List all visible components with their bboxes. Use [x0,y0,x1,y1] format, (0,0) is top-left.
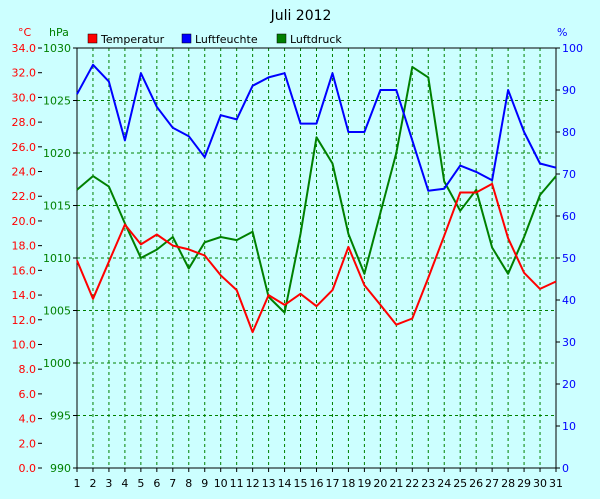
humidity-tick-label: 20 [562,378,576,391]
series-line-humidity [76,63,557,192]
series-layer [76,63,557,334]
pressure-unit-label: hPa [49,26,69,39]
x-tick-label: 17 [325,477,339,490]
x-tick-label: 27 [485,477,499,490]
humidity-tick-label: 80 [562,126,576,139]
x-tick-label: 12 [246,477,260,490]
x-tick-label: 25 [453,477,467,490]
humidity-tick-label: 0 [562,462,569,475]
x-tick-label: 5 [137,477,144,490]
humidity-tick-label: 10 [562,420,576,433]
x-tick-label: 14 [278,477,292,490]
temperature-tick-label: 8.0 [19,363,37,376]
temperature-tick-label: 30.0 [12,91,37,104]
temperature-tick-label: 10.0 [12,338,37,351]
x-tick-label: 29 [517,477,531,490]
pressure-tick-label: 1015 [43,200,71,213]
temperature-tick-label: 14.0 [12,289,37,302]
x-tick-label: 31 [549,477,563,490]
x-tick-label: 18 [341,477,355,490]
pressure-tick-label: 1030 [43,42,71,55]
legend-swatch-temperature [87,33,98,44]
x-tick-label: 7 [169,477,176,490]
humidity-tick-label: 90 [562,84,576,97]
humidity-tick-label: 50 [562,252,576,265]
legend-label-humidity: Luftfeuchte [195,33,258,46]
humidity-tick-label: 100 [562,42,583,55]
x-tick-label: 30 [533,477,547,490]
x-tick-label: 19 [357,477,371,490]
x-tick-label: 1 [74,477,81,490]
temperature-tick-label: 0.0 [19,462,37,475]
x-tick-label: 16 [310,477,324,490]
pressure-tick-label: 990 [50,462,71,475]
temperature-tick-label: 18.0 [12,240,37,253]
pressure-tick-label: 1020 [43,147,71,160]
temperature-unit-label: °C [18,26,32,39]
pressure-tick-label: 1005 [43,305,71,318]
temperature-tick-label: 6.0 [19,388,37,401]
temperature-tick-label: 22.0 [12,190,37,203]
humidity-tick-label: 60 [562,210,576,223]
series-line-temperature [76,182,557,334]
legend-swatch-pressure [276,33,287,44]
pressure-tick-label: 995 [50,410,71,423]
x-tick-label: 20 [373,477,387,490]
temperature-tick-label: 4.0 [19,413,37,426]
x-tick-label: 28 [501,477,515,490]
legend-swatch-humidity [181,33,192,44]
temperature-tick-label: 28.0 [12,116,37,129]
series-line-pressure [76,65,557,314]
humidity-tick-label: 30 [562,336,576,349]
x-tick-label: 21 [389,477,403,490]
temperature-tick-label: 16.0 [12,264,37,277]
x-tick-label: 23 [421,477,435,490]
x-tick-label: 24 [437,477,451,490]
humidity-tick-label: 70 [562,168,576,181]
x-tick-label: 8 [185,477,192,490]
x-tick-label: 4 [121,477,128,490]
x-tick-label: 15 [294,477,308,490]
pressure-tick-label: 1010 [43,252,71,265]
x-tick-label: 2 [89,477,96,490]
x-tick-label: 3 [105,477,112,490]
temperature-tick-label: 26.0 [12,141,37,154]
legend-label-temperature: Temperatur [100,33,165,46]
temperature-tick-label: 24.0 [12,166,37,179]
x-tick-label: 22 [405,477,419,490]
x-tick-label: 11 [230,477,244,490]
x-tick-label: 9 [201,477,208,490]
humidity-tick-label: 40 [562,294,576,307]
x-tick-label: 13 [262,477,276,490]
x-tick-label: 10 [214,477,228,490]
chart-title: Juli 2012 [270,8,332,24]
legend-label-pressure: Luftdruck [290,33,342,46]
temperature-tick-label: 2.0 [19,437,37,450]
temperature-tick-label: 32.0 [12,67,37,80]
temperature-tick-label: 20.0 [12,215,37,228]
grid-layer [77,48,556,468]
temperature-tick-label: 12.0 [12,314,37,327]
x-tick-label: 6 [153,477,160,490]
axis-layer: 0.0 2.0 4.0 6.0 8.0 10.0 12.0 14.0 16.0 18.0 20.0 2… [12,42,584,490]
pressure-tick-label: 1000 [43,357,71,370]
pressure-tick-label: 1025 [43,95,71,108]
x-tick-label: 26 [469,477,483,490]
humidity-unit-label: % [557,26,567,39]
temperature-tick-label: 34.0 [12,42,37,55]
